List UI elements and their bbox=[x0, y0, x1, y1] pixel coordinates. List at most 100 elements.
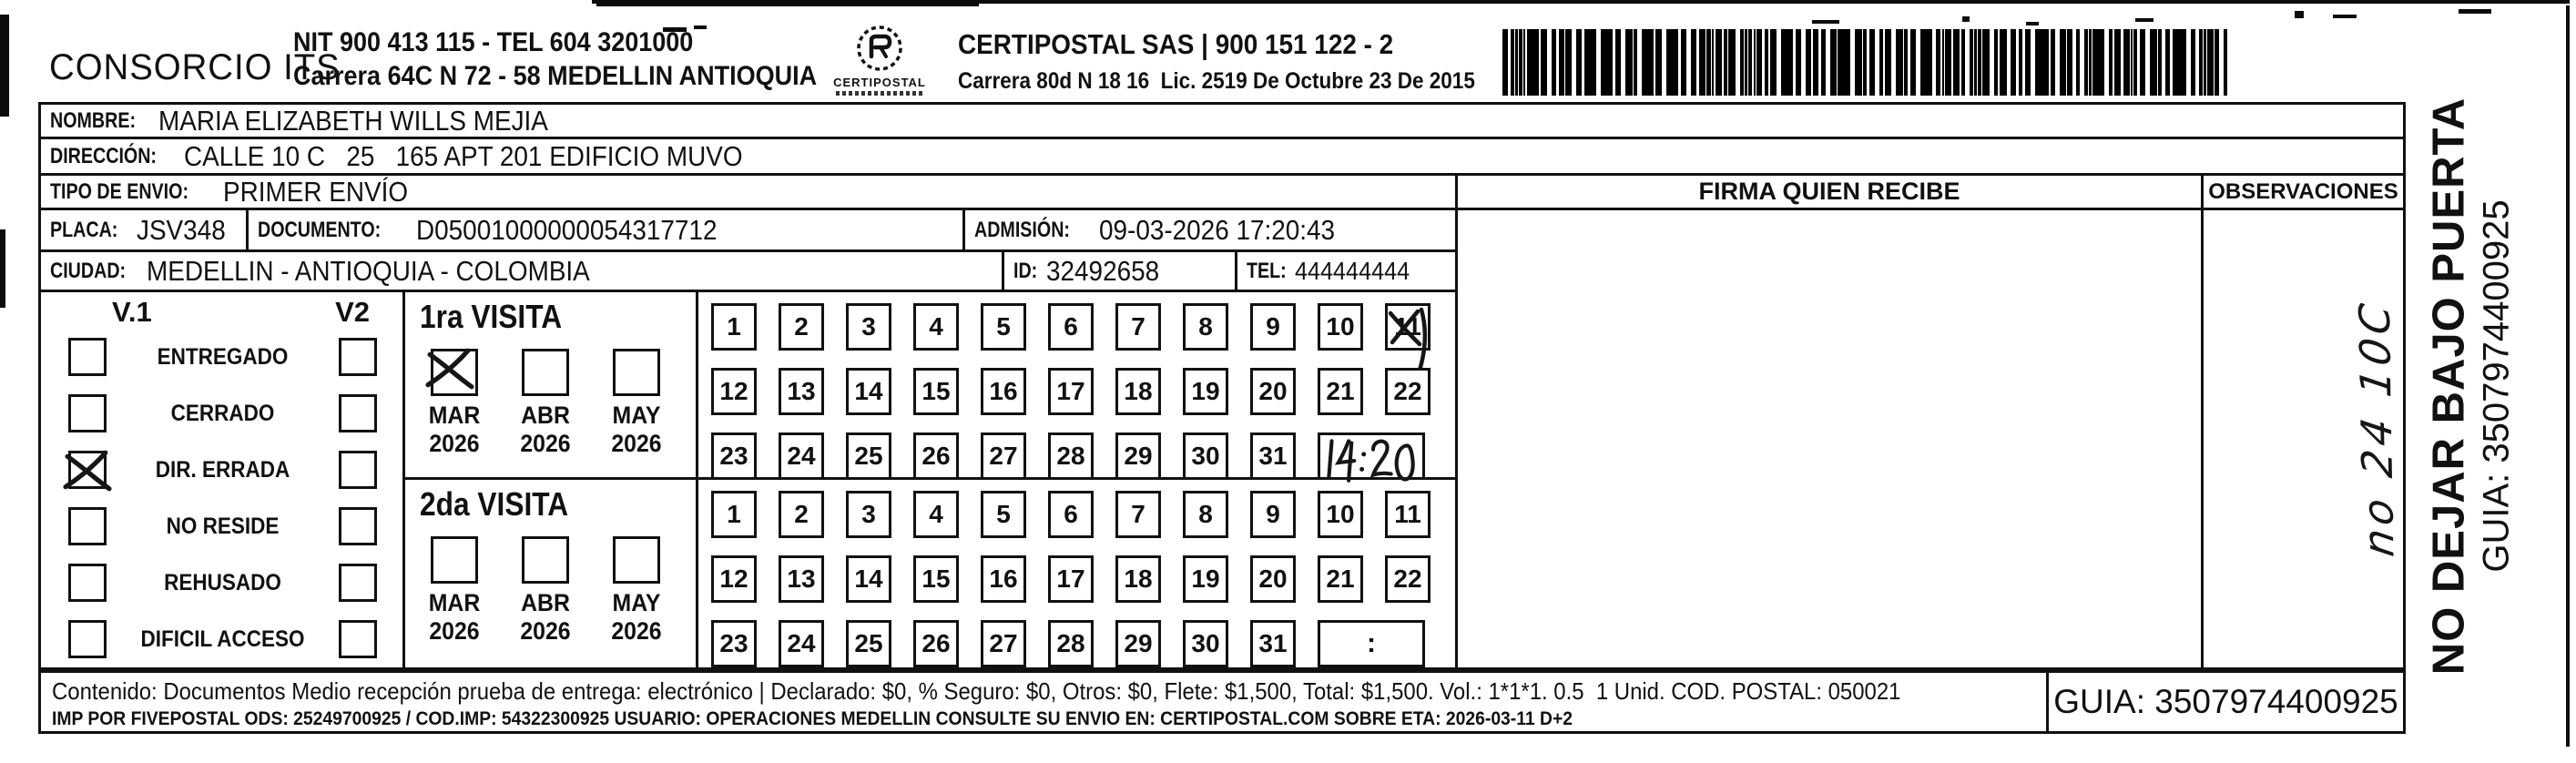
month-checkbox-first-may bbox=[613, 349, 660, 396]
day-cell-first-28: 28 bbox=[1048, 432, 1094, 480]
documento-value: D05001000000054317712 bbox=[415, 213, 718, 246]
day-cell-first-9: 9 bbox=[1250, 303, 1296, 351]
day-cell-second-21: 21 bbox=[1318, 555, 1363, 603]
handwritten-x-icon bbox=[63, 450, 112, 492]
day-cell-first-13: 13 bbox=[779, 368, 824, 415]
day-cell-second-10: 10 bbox=[1318, 491, 1363, 538]
day-cell-second-29: 29 bbox=[1115, 620, 1161, 667]
day-cell-second-15: 15 bbox=[913, 555, 959, 603]
side-guia-number: GUIA: 3507974400925 bbox=[2476, 199, 2517, 573]
sender-street-line: Carrera 64C N 72 - 58 MEDELLIN ANTIOQUIA bbox=[293, 61, 818, 91]
scan-artifact bbox=[2295, 11, 2304, 18]
documento-cell: DOCUMENTO: D05001000000054317712 bbox=[249, 210, 965, 249]
scan-artifact bbox=[1812, 20, 1839, 24]
scan-artifact bbox=[663, 27, 687, 32]
logo-tagline-squiggle bbox=[836, 91, 923, 96]
month-checkbox-second-mar bbox=[431, 536, 478, 584]
placa-cell: PLACA: JSV348 bbox=[41, 210, 249, 249]
day-grid-panel: 1 2 3 4 5 6 7 8 9 10 11 12 13 14 15 16 17 18 19 20 21 22 23 24 2… bbox=[698, 292, 1455, 667]
day-cell-second-27: 27 bbox=[981, 620, 1026, 667]
v2-header: V2 bbox=[335, 296, 370, 328]
scan-artifact bbox=[2135, 18, 2153, 22]
company-name: CONSORCIO ITS bbox=[49, 47, 341, 87]
days-second: 1 2 3 4 5 6 7 8 9 10 11 12 13 14 15 16 17 18 19 20 21 22 23 24 2… bbox=[698, 480, 1455, 667]
status-label-cerrado: CERRADO bbox=[170, 400, 275, 426]
day-cell-second-22: 22 bbox=[1385, 555, 1431, 603]
day-cell-second-2: 2 bbox=[779, 491, 824, 538]
months-second: MAR 2026 ABR 2026 MAY 2026 bbox=[420, 536, 696, 646]
field-row-direccion: DIRECCIÓN: CALLE 10 C 25 165 APT 201 EDI… bbox=[41, 139, 2403, 176]
day-cell-first-6: 6 bbox=[1048, 303, 1094, 351]
tipo-envio-value: PRIMER ENVÍO bbox=[222, 175, 408, 208]
month-name: MAR bbox=[428, 589, 481, 616]
tel-cell: TEL: 444444444 bbox=[1237, 252, 1455, 290]
day-cell-first-12: 12 bbox=[711, 368, 757, 415]
month-year: 2026 bbox=[611, 617, 662, 645]
admision-label: ADMISIÓN: bbox=[974, 217, 1070, 242]
field-row-placa-documento-admision: PLACA: JSV348 DOCUMENTO: D05001000000054… bbox=[41, 210, 1455, 252]
scan-artifact bbox=[1962, 16, 1970, 22]
checkbox-v1-dificil-acceso bbox=[68, 620, 107, 658]
form-body: NOMBRE: MARIA ELIZABETH WILLS MEJIA DIRE… bbox=[38, 102, 2406, 670]
status-row-no-reside: NO RESIDE bbox=[41, 498, 402, 554]
checkbox-v1-cerrado bbox=[68, 394, 107, 432]
id-value: 32492658 bbox=[1046, 254, 1160, 287]
firma-column: FIRMA QUIEN RECIBE bbox=[1458, 176, 2204, 667]
day-cell-first-18: 18 bbox=[1115, 368, 1161, 415]
documento-label: DOCUMENTO: bbox=[258, 217, 382, 242]
status-row-entregado: ENTREGADO bbox=[41, 329, 402, 385]
month-checkbox-second-abr bbox=[522, 536, 569, 584]
side-strip: NO DEJAR BAJO PUERTA GUIA: 3507974400925 bbox=[2409, 97, 2570, 675]
tel-value: 444444444 bbox=[1295, 256, 1410, 285]
id-cell: ID: 32492658 bbox=[1004, 252, 1237, 290]
guia-box: GUIA: 3507974400925 bbox=[2046, 673, 2403, 731]
status-label-entregado: ENTREGADO bbox=[157, 343, 289, 370]
status-row-dir-errada: DIR. ERRADA bbox=[41, 442, 402, 498]
handwritten-x-icon bbox=[425, 348, 474, 390]
scan-artifact bbox=[2333, 15, 2357, 18]
visit-column-headers: V.1 V2 bbox=[41, 294, 402, 329]
day-cell-second-7: 7 bbox=[1115, 491, 1161, 538]
placa-value: JSV348 bbox=[137, 213, 226, 246]
day-cell-first-16: 16 bbox=[981, 368, 1026, 415]
day-cell-second-9: 9 bbox=[1250, 491, 1296, 538]
ciudad-value: MEDELLIN - ANTIOQUIA - COLOMBIA bbox=[146, 254, 590, 287]
footer-content-cell: Contenido: Documentos Medio recepción pr… bbox=[41, 673, 2046, 731]
day-cell-first-25: 25 bbox=[846, 432, 891, 480]
status-rows: ENTREGADO CERRADO DIR. ERRADA NO RESIDE REHU… bbox=[41, 329, 402, 667]
month-year: 2026 bbox=[429, 617, 480, 645]
day-row: 23 24 25 26 27 28 29 30 31: bbox=[711, 620, 1455, 667]
day-cell-second-5: 5 bbox=[981, 491, 1026, 538]
footer-imp-line: IMP POR FIVEPOSTAL ODS: 25249700925 / CO… bbox=[52, 708, 1573, 729]
month-first-mar: MAR 2026 bbox=[420, 348, 489, 458]
observaciones-header: OBSERVACIONES bbox=[2204, 176, 2403, 210]
day-row: 1 2 3 4 5 6 7 8 9 10 11 bbox=[711, 303, 1455, 376]
second-visit-months-panel: 2da VISITA MAR 2026 ABR 2026 MAY 2026 bbox=[405, 480, 696, 667]
id-label: ID: bbox=[1013, 258, 1038, 283]
month-checkbox-first-abr bbox=[522, 349, 569, 396]
day-cell-first-10: 10 bbox=[1318, 303, 1363, 351]
day-cell-first-14: 14 bbox=[846, 368, 891, 415]
months-first: MAR 2026 ABR 2026 MAY 2026 bbox=[420, 348, 696, 458]
admision-cell: ADMISIÓN: 09-03-2026 17:20:43 bbox=[965, 210, 1455, 249]
checkbox-v2-rehusado bbox=[339, 564, 377, 602]
status-row-cerrado: CERRADO bbox=[41, 385, 402, 442]
day-cell-second-8: 8 bbox=[1183, 491, 1228, 538]
day-cell-first-22: 22 bbox=[1385, 368, 1431, 415]
month-second-may: MAY 2026 bbox=[602, 536, 671, 646]
nit-line: NIT 900 413 115 - TEL 604 3201000 bbox=[293, 27, 694, 57]
day-cell-first-26: 26 bbox=[913, 432, 959, 480]
logo-caption: CERTIPOSTAL bbox=[833, 76, 926, 89]
tipo-envio-label: TIPO DE ENVIO: bbox=[50, 178, 188, 204]
first-visit-months-panel: 1ra VISITA MAR 2026 ABR 2026 MAY 2026 bbox=[405, 292, 696, 480]
day-cell-first-24: 24 bbox=[779, 432, 824, 480]
month-first-may: MAY 2026 bbox=[602, 349, 671, 458]
day-cell-first-8: 8 bbox=[1183, 303, 1228, 351]
placa-label: PLACA: bbox=[50, 217, 118, 242]
day-row: 1 2 3 4 5 6 7 8 9 10 11 bbox=[711, 491, 1455, 538]
time-box-second: : bbox=[1318, 620, 1425, 667]
scan-artifact bbox=[0, 15, 9, 117]
month-year: 2026 bbox=[520, 617, 571, 645]
day-cell-second-26: 26 bbox=[913, 620, 959, 667]
checkbox-v1-entregado bbox=[68, 338, 107, 376]
